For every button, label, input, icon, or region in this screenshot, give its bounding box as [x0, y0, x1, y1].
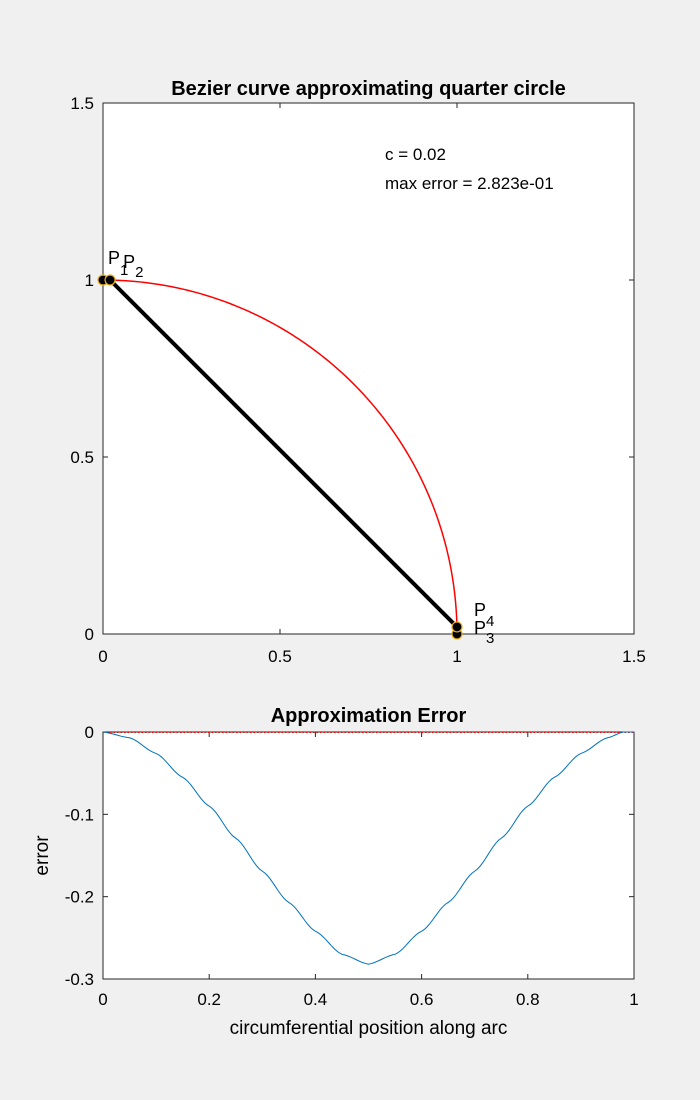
- bezier-xtick-label: 0: [98, 647, 107, 666]
- bezier-plot-area: [102, 102, 635, 635]
- control-point-markers: [97, 274, 463, 640]
- error-ylabel: error: [32, 835, 53, 876]
- control-point-label-base: P: [474, 618, 486, 638]
- control-point-label-base: P: [123, 252, 135, 272]
- error-xtick-label: 0.8: [516, 990, 540, 1009]
- error-ytick-label: -0.3: [65, 970, 94, 989]
- control-point-label-base: P: [108, 248, 120, 268]
- error-xtick-label: 1: [629, 990, 638, 1009]
- error-xtick-label: 0.4: [304, 990, 328, 1009]
- bezier-plot-content: [97, 274, 463, 640]
- bezier-ytick-label: 0: [85, 625, 94, 644]
- error-plot-content: [102, 731, 634, 965]
- error-ytick-label: -0.2: [65, 888, 94, 907]
- control-point-marker: [104, 274, 116, 286]
- control-point-marker: [451, 621, 463, 633]
- control-point-label-sub: 1: [120, 262, 128, 279]
- quarter-circle-arc: [102, 279, 458, 635]
- error-series-line: [102, 731, 634, 965]
- error-title: Approximation Error: [271, 705, 467, 727]
- control-point-label-sub: 2: [135, 264, 143, 281]
- control-point-label-base: P: [474, 600, 486, 620]
- error-xtick-label: 0: [98, 990, 107, 1009]
- bezier-axes: Bezier curve approximating quarter circl…: [70, 78, 645, 666]
- error-ytick-label: 0: [85, 723, 94, 742]
- error-plot-area: [102, 731, 635, 980]
- bezier-xtick-label: 0.5: [268, 647, 292, 666]
- bezier-ytick-label: 0.5: [70, 448, 94, 467]
- error-tick-labels: 0 0.2 0.4 0.6 0.8 1 -0.3 -0.2 -0.1 0: [65, 723, 639, 1009]
- control-point-label-sub: 3: [486, 630, 494, 647]
- annotation-c-value: c = 0.02: [385, 145, 446, 164]
- error-xlabel: circumferential position along arc: [230, 1018, 508, 1039]
- annotation-max-error: max error = 2.823e-01: [385, 174, 554, 193]
- bezier-ytick-label: 1.5: [70, 94, 94, 113]
- bezier-xtick-label: 1: [452, 647, 461, 666]
- error-xtick-label: 0.2: [197, 990, 221, 1009]
- bezier-tick-labels: 0 0.5 1 1.5 0 0.5 1 1.5: [70, 94, 645, 666]
- bezier-xtick-label: 1.5: [622, 647, 646, 666]
- error-axes: Approximation Error 0 0.2 0.4 0.6 0.8 1 -0.3 -0…: [32, 705, 639, 1039]
- bezier-title: Bezier curve approximating quarter circl…: [171, 78, 566, 100]
- error-xtick-label: 0.6: [410, 990, 434, 1009]
- error-ytick-label: -0.1: [65, 805, 94, 824]
- bezier-ytick-label: 1: [85, 271, 94, 290]
- control-point-label-sub: 4: [486, 613, 494, 630]
